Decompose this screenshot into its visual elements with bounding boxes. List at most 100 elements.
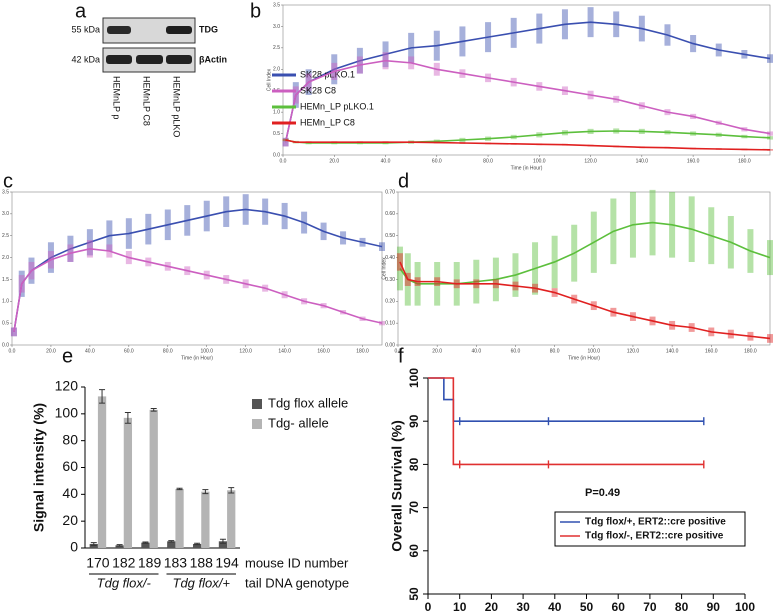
x-tick-label: 160.0 xyxy=(687,158,700,164)
lane-label: HEMnLP p xyxy=(112,76,122,119)
group-label: Tdg flox/- xyxy=(97,575,152,590)
series-line xyxy=(284,59,771,143)
y-tick-label: 60 xyxy=(62,458,78,474)
y-tick-label: 2.5 xyxy=(273,45,280,51)
x-tick-label: 20 xyxy=(485,600,499,613)
panel-letter: d xyxy=(398,170,409,192)
annotation: P=0.49 xyxy=(585,487,620,499)
error-bar xyxy=(194,542,201,546)
y-tick-label: 2.0 xyxy=(273,67,280,73)
y-tick-label: 1.0 xyxy=(273,109,280,115)
x-tick-label: 30 xyxy=(516,600,530,613)
x-tick-label: 182 xyxy=(112,555,136,571)
band xyxy=(166,26,192,34)
y-tick-label: 120 xyxy=(55,378,79,394)
x-tick-label: 183 xyxy=(164,555,188,571)
y-axis-label: Cell Index xyxy=(0,257,1,280)
chart: 50607080901000102030405060708090100DaysO… xyxy=(389,368,756,613)
error-bar xyxy=(150,407,157,412)
x-tick-label: 20.0 xyxy=(329,158,339,164)
y-tick-label: 0.10 xyxy=(385,320,395,326)
y-tick-label: 3.0 xyxy=(2,211,9,217)
plot-frame xyxy=(397,191,771,346)
x-axis-label: Time (in Hour) xyxy=(181,355,213,361)
lane-label: HEMnLP pLKO xyxy=(172,76,182,137)
bar xyxy=(218,541,228,548)
y-tick-label: 40 xyxy=(62,485,78,501)
x-tick-label: 189 xyxy=(138,555,162,571)
x-tick-label: 10 xyxy=(453,600,467,613)
y-tick-label: 0.50 xyxy=(385,233,395,239)
x-tick-label: 180.0 xyxy=(744,348,757,354)
legend-swatch xyxy=(252,399,262,409)
x-tick-label: 80.0 xyxy=(550,348,560,354)
x-tick-label: 20.0 xyxy=(432,348,442,354)
x-tick-label: 100.0 xyxy=(588,348,601,354)
x-axis-label: Time (in Hour) xyxy=(511,165,543,171)
x-tick-label: 160.0 xyxy=(317,348,330,354)
y-tick-label: 0 xyxy=(70,539,78,555)
band-label: βActin xyxy=(199,54,227,64)
x-tick-label: 0.0 xyxy=(395,348,402,354)
bar xyxy=(192,543,202,548)
series-line xyxy=(399,261,771,340)
x-tick-label: 180.0 xyxy=(738,158,751,164)
chart: 0.00 0.10 0.20 0.30 0.40 0.50 0.60 0.70 0.0 20.0 4… xyxy=(381,189,773,361)
x-tick-label: 80 xyxy=(675,600,689,613)
x-tick-label: 120.0 xyxy=(627,348,640,354)
legend-label: HEMn_LP pLKO.1 xyxy=(300,101,374,111)
bar xyxy=(115,545,124,548)
legend-swatch xyxy=(252,419,262,429)
legend-label: Tdg flox allele xyxy=(268,395,348,410)
error-bar xyxy=(228,487,235,494)
x-tick-label: 140.0 xyxy=(636,158,649,164)
error-bar xyxy=(99,389,106,404)
x-tick-label: 120.0 xyxy=(239,348,252,354)
bar xyxy=(141,542,150,548)
y-axis-label: Cell Index xyxy=(381,257,387,280)
y-tick-label: 70 xyxy=(407,501,421,515)
plot-frame xyxy=(282,4,771,156)
bar xyxy=(97,396,107,548)
y-tick-label: 0.40 xyxy=(385,255,395,261)
y-tick-label: 3.0 xyxy=(273,24,280,30)
error-bar xyxy=(176,487,183,491)
x-tick-label: 60.0 xyxy=(124,348,134,354)
x-tick-label: 40.0 xyxy=(471,348,481,354)
y-tick-label: 2.5 xyxy=(2,233,9,239)
x-tick-label: 40.0 xyxy=(85,348,95,354)
x-tick-label: 180.0 xyxy=(356,348,369,354)
x-tick-label: 0.0 xyxy=(280,158,287,164)
y-tick-label: 100 xyxy=(55,405,79,421)
legend-label: SK28 C8 xyxy=(300,85,336,95)
y-tick-label: 0.0 xyxy=(273,152,280,158)
band xyxy=(107,26,131,34)
plot-frame xyxy=(11,191,383,346)
x-tick-label: 60.0 xyxy=(511,348,521,354)
mw-label: 42 kDa xyxy=(71,54,100,64)
panel-letter: a xyxy=(75,0,87,22)
x-tick-label: 194 xyxy=(215,555,239,571)
x-tick-label: 100.0 xyxy=(533,158,546,164)
y-tick-label: 90 xyxy=(407,414,421,428)
y-tick-label: 0.70 xyxy=(385,189,395,195)
band xyxy=(136,55,163,64)
series-line xyxy=(284,21,771,143)
x-tick-label: 20.0 xyxy=(46,348,56,354)
y-tick-label: 50 xyxy=(407,587,421,601)
band xyxy=(166,55,192,64)
error-bar xyxy=(116,544,123,547)
series-line xyxy=(13,248,383,333)
y-tick-label: 3.5 xyxy=(2,189,9,195)
x-tick-label: 40 xyxy=(548,600,562,613)
legend-label: HEMn_LP C8 xyxy=(300,117,355,127)
bar xyxy=(89,543,98,548)
lane-label: HEMnLP C8 xyxy=(142,76,152,126)
x-tick-label: 90 xyxy=(707,600,721,613)
x-axis-label: Time (in Hour) xyxy=(568,355,600,361)
y-tick-label: 80 xyxy=(62,431,78,447)
x-tick-label: 100.0 xyxy=(200,348,213,354)
y-tick-label: 1.0 xyxy=(2,299,9,305)
x-tick-label: 160.0 xyxy=(705,348,718,354)
legend-label: Tdg- allele xyxy=(268,415,329,430)
